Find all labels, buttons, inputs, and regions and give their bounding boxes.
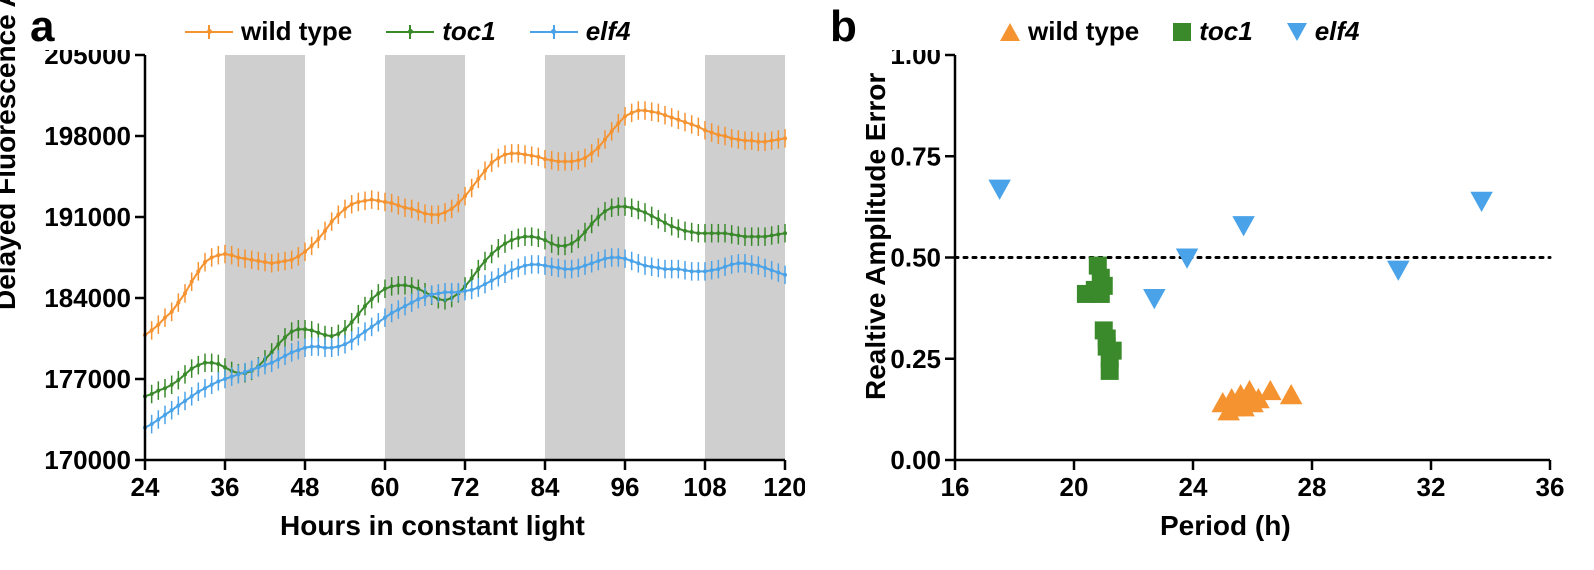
- svg-text:72: 72: [451, 472, 480, 502]
- svg-text:84: 84: [531, 472, 560, 502]
- svg-text:96: 96: [611, 472, 640, 502]
- legend-item-toc1-a: toc1: [386, 16, 495, 47]
- panel-b-label: b: [830, 2, 857, 52]
- legend-label-elf4-a: elf4: [586, 16, 631, 47]
- svg-text:108: 108: [683, 472, 726, 502]
- triangle-up-icon: [1000, 23, 1020, 41]
- legend-item-wildtype-b: wild type: [1000, 16, 1139, 47]
- svg-text:184000: 184000: [45, 283, 131, 313]
- panel-a-svg: 24 36 48 60 72 84 96 108 120 170000 177000 184000 19…: [45, 50, 805, 510]
- square-icon: [1173, 23, 1191, 41]
- svg-text:20: 20: [1060, 472, 1089, 502]
- svg-text:0.50: 0.50: [890, 243, 941, 273]
- legend-item-toc1-b: toc1: [1173, 16, 1252, 47]
- legend-item-elf4-b: elf4: [1287, 16, 1360, 47]
- svg-text:60: 60: [371, 472, 400, 502]
- legend-label-wildtype-a: wild type: [241, 16, 352, 47]
- svg-text:24: 24: [1179, 472, 1208, 502]
- panel-b-xlabel: Period (h): [1160, 510, 1291, 542]
- panel-b-legend: wild type toc1 elf4: [1000, 16, 1360, 47]
- legend-label-elf4-b: elf4: [1315, 16, 1360, 47]
- panel-a: a wild type toc1 elf4: [0, 0, 820, 570]
- svg-text:0.00: 0.00: [890, 445, 941, 475]
- svg-text:177000: 177000: [45, 364, 131, 394]
- triangle-down-icon: [1287, 23, 1307, 41]
- legend-item-elf4-a: elf4: [530, 16, 631, 47]
- svg-text:36: 36: [1536, 472, 1565, 502]
- panel-a-label: a: [30, 2, 54, 52]
- svg-text:170000: 170000: [45, 445, 131, 475]
- svg-text:48: 48: [291, 472, 320, 502]
- legend-label-toc1-a: toc1: [442, 16, 495, 47]
- panel-b: b wild type toc1 elf4 16 20 24 28 32 36 0.00 0.…: [820, 0, 1594, 570]
- svg-text:120: 120: [763, 472, 805, 502]
- panel-a-legend: wild type toc1 elf4: [185, 16, 631, 47]
- panel-b-svg: 16 20 24 28 32 36 0.00 0.25 0.50 0.75 1.00: [875, 50, 1570, 510]
- panel-a-plot-area: 2436486072849610812017000017700018400019…: [145, 55, 785, 460]
- svg-text:0.25: 0.25: [890, 344, 941, 374]
- svg-text:32: 32: [1417, 472, 1446, 502]
- svg-text:24: 24: [131, 472, 160, 502]
- svg-text:28: 28: [1298, 472, 1327, 502]
- svg-text:191000: 191000: [45, 202, 131, 232]
- legend-label-wildtype-b: wild type: [1028, 16, 1139, 47]
- panel-b-plot-area: 1620242832360.000.250.500.751.00: [955, 55, 1550, 460]
- legend-label-toc1-b: toc1: [1199, 16, 1252, 47]
- panel-a-ylabel: Delayed Fluorescence A.U.: [0, 0, 22, 310]
- svg-text:205000: 205000: [45, 50, 131, 70]
- svg-text:16: 16: [941, 472, 970, 502]
- svg-text:36: 36: [211, 472, 240, 502]
- panel-b-ylabel: Realtive Amplitude Error: [860, 73, 892, 400]
- svg-text:198000: 198000: [45, 121, 131, 151]
- legend-item-wildtype-a: wild type: [185, 16, 352, 47]
- svg-text:0.75: 0.75: [890, 141, 941, 171]
- svg-text:1.00: 1.00: [890, 50, 941, 70]
- panel-a-xlabel: Hours in constant light: [280, 510, 585, 542]
